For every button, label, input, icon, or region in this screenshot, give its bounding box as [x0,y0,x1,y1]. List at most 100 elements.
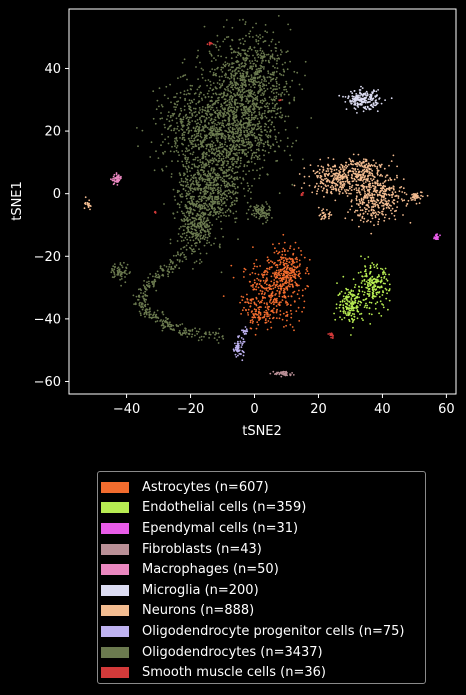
scatter-point [190,116,192,119]
scatter-point [241,69,244,72]
scatter-point [250,129,253,132]
scatter-point [191,187,194,190]
scatter-point [213,157,216,160]
scatter-point [254,49,257,52]
scatter-point [235,130,237,133]
scatter-point [369,172,372,174]
scatter-point [156,99,159,102]
scatter-point [308,184,311,187]
scatter-point [364,96,366,99]
scatter-point [211,68,214,70]
scatter-point [178,203,181,206]
scatter-point [200,121,203,124]
scatter-point [190,225,193,228]
scatter-point [230,202,233,204]
scatter-point [366,306,368,309]
scatter-point [261,92,264,94]
scatter-point [250,116,253,119]
scatter-point [234,171,237,174]
scatter-point [216,123,218,126]
scatter-point [249,119,252,122]
scatter-point [243,127,246,129]
scatter-point [251,154,254,157]
scatter-point [263,53,266,56]
scatter-point [230,51,233,54]
scatter-point [187,144,190,147]
scatter-point [374,278,376,280]
scatter-point [243,130,245,132]
scatter-point [256,142,259,145]
scatter-point [357,292,360,295]
scatter-point [277,252,279,255]
scatter-point [283,273,285,276]
scatter-point [378,202,381,205]
scatter-point [261,112,264,115]
scatter-point [233,350,236,352]
scatter-point [210,159,213,162]
scatter-point [289,309,292,312]
scatter-point [242,296,245,298]
scatter-point [250,90,253,93]
scatter-point [284,120,286,123]
scatter-point [368,180,371,183]
scatter-point [273,125,275,128]
scatter-point [351,313,354,315]
scatter-point [251,113,253,116]
scatter-point [196,133,198,135]
scatter-point [188,161,191,164]
scatter-point [274,105,276,107]
scatter-point [391,194,394,196]
scatter-point [283,70,285,73]
scatter-point [252,84,255,86]
scatter-point [376,286,379,289]
scatter-point [256,128,259,131]
scatter-point [272,107,274,110]
scatter-point [267,120,270,122]
scatter-point [198,86,201,89]
scatter-point [279,72,281,75]
scatter-point [350,192,352,195]
scatter-point [240,63,243,65]
scatter-point [173,140,176,143]
scatter-point [362,201,365,204]
scatter-point [176,100,178,103]
scatter-point [416,192,419,195]
scatter-point [421,195,424,198]
scatter-point [361,185,364,187]
scatter-point [332,177,335,180]
scatter-point [235,60,238,63]
scatter-point [181,133,184,135]
scatter-point [187,132,190,135]
scatter-point [353,103,356,106]
scatter-point [341,164,344,167]
scatter-point [387,179,390,182]
scatter-point [226,145,229,148]
scatter-point [250,302,252,305]
scatter-point [258,141,260,144]
scatter-point [197,78,200,80]
scatter-point [367,175,369,178]
scatter-point [279,274,281,277]
scatter-point [396,176,398,179]
scatter-point [249,299,252,301]
scatter-point [212,160,215,163]
scatter-point [216,40,219,43]
scatter-point [405,205,408,207]
scatter-point [182,184,185,187]
scatter-point [359,177,362,179]
scatter-point [199,133,202,135]
scatter-point [235,115,238,118]
scatter-point [244,81,246,84]
scatter-point [233,132,235,135]
scatter-point [384,188,386,191]
scatter-point [191,120,194,122]
scatter-point [260,134,263,137]
scatter-point [367,282,369,284]
scatter-point [190,129,193,132]
scatter-point [190,147,193,150]
scatter-point [185,113,188,116]
scatter-point [267,258,270,261]
scatter-point [233,93,235,95]
scatter-point [240,97,243,100]
scatter-point [288,257,291,259]
